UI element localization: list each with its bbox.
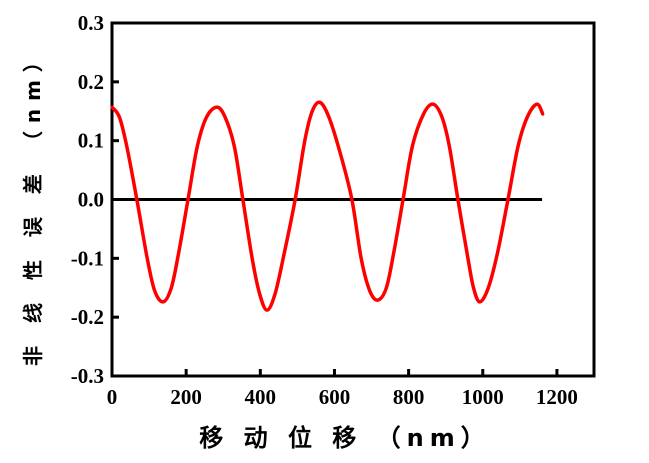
x-tick-label: 0 — [107, 385, 118, 409]
data-point — [250, 256, 254, 260]
data-point — [376, 298, 380, 302]
data-point — [327, 115, 331, 119]
data-point — [431, 102, 435, 106]
data-point — [215, 105, 219, 109]
data-point — [153, 289, 157, 293]
data-point — [303, 139, 307, 143]
data-point — [338, 150, 342, 154]
x-tick-label: 200 — [170, 385, 202, 409]
data-point — [359, 256, 363, 260]
series-group — [110, 100, 545, 312]
data-point — [293, 198, 297, 201]
data-point — [447, 145, 451, 149]
data-point — [125, 145, 129, 149]
y-tick-label: 0.1 — [78, 129, 104, 153]
x-axis: 0 200 400 600 800 1000 1200 — [107, 369, 578, 409]
x-tick-label: 1200 — [536, 385, 578, 409]
data-point — [273, 292, 277, 296]
y-tick-label: 0.2 — [78, 70, 104, 94]
y-tick-label: -0.1 — [71, 246, 104, 270]
y-tick-label: 0.0 — [78, 188, 104, 212]
data-point — [486, 286, 490, 290]
data-point — [318, 100, 322, 104]
data-point — [401, 198, 405, 201]
data-point — [258, 292, 262, 296]
data-point — [541, 112, 545, 116]
y-tick-label: 0.3 — [78, 11, 104, 35]
data-point — [135, 198, 139, 201]
y-tick-label: -0.2 — [71, 305, 104, 329]
data-point — [223, 115, 227, 119]
data-point — [440, 115, 444, 119]
data-point — [195, 145, 199, 149]
data-point — [478, 300, 482, 304]
data-point — [472, 286, 475, 290]
data-point — [392, 250, 396, 254]
data-point — [456, 198, 460, 201]
data-point — [516, 145, 520, 149]
data-point — [145, 256, 149, 260]
data-point — [161, 300, 165, 304]
data-point — [169, 286, 173, 290]
data-point — [282, 250, 286, 254]
data-point — [350, 198, 354, 201]
data-point — [525, 115, 529, 119]
data-point — [265, 308, 269, 312]
x-axis-label: 移 动 位 移 （nm） — [199, 424, 491, 452]
series-line — [110, 100, 545, 312]
x-tick-label: 400 — [245, 385, 277, 409]
data-point — [384, 286, 388, 290]
data-point — [117, 115, 121, 119]
data-point — [186, 198, 190, 201]
data-point — [205, 115, 209, 119]
data-point — [506, 198, 510, 201]
x-tick-label: 600 — [319, 385, 351, 409]
y-axis-label: 非 线 性 误 差 （nm） — [21, 44, 45, 366]
x-tick-label: 1000 — [462, 385, 504, 409]
data-point — [110, 105, 114, 109]
data-point — [310, 109, 314, 113]
data-point — [232, 145, 236, 149]
x-tick-label: 800 — [393, 385, 425, 409]
data-point — [496, 250, 500, 254]
y-tick-label: -0.3 — [71, 364, 104, 388]
data-point — [466, 256, 470, 260]
data-point — [368, 289, 372, 293]
data-point — [410, 145, 414, 149]
data-point — [241, 198, 245, 201]
data-point — [535, 102, 539, 106]
data-point — [177, 250, 181, 254]
data-point — [421, 112, 425, 116]
